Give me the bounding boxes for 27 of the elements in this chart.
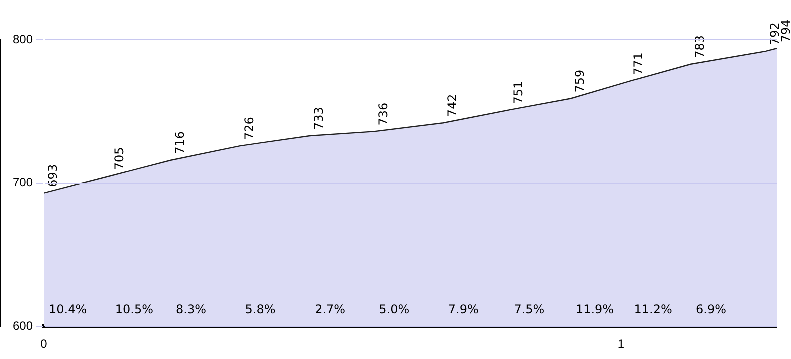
annotation: 11.2% [634,302,672,317]
y-tick-label: 600 [12,318,34,333]
data-label: 736 [376,102,390,126]
data-label: 742 [446,94,460,118]
annotation: 10.4% [49,302,88,317]
x-tick-label: 0 [40,337,48,352]
annotation: 2.7% [315,302,346,317]
annotation: 11.9% [576,302,614,317]
data-label: 751 [511,81,526,104]
data-label: 794 [779,20,791,43]
data-label: 693 [46,164,60,188]
y-tick-label: 700 [12,176,34,190]
data-label: 771 [631,52,646,76]
annotation: 10.5% [115,302,154,317]
annotation: 5.8% [245,302,276,317]
data-label: 726 [242,117,256,140]
annotation: 5.0% [379,302,410,317]
annotation: 8.3% [176,302,206,317]
annotation: 7.5% [514,302,545,317]
x-tick-label: 1 [618,337,625,352]
data-label: 716 [173,131,188,154]
data-label: 733 [312,107,326,130]
data-label: 759 [573,70,588,93]
y-tick-label: 800 [12,32,34,46]
annotation: 6.9% [696,302,727,317]
annotation: 7.9% [448,302,479,317]
data-label: 705 [112,147,127,170]
